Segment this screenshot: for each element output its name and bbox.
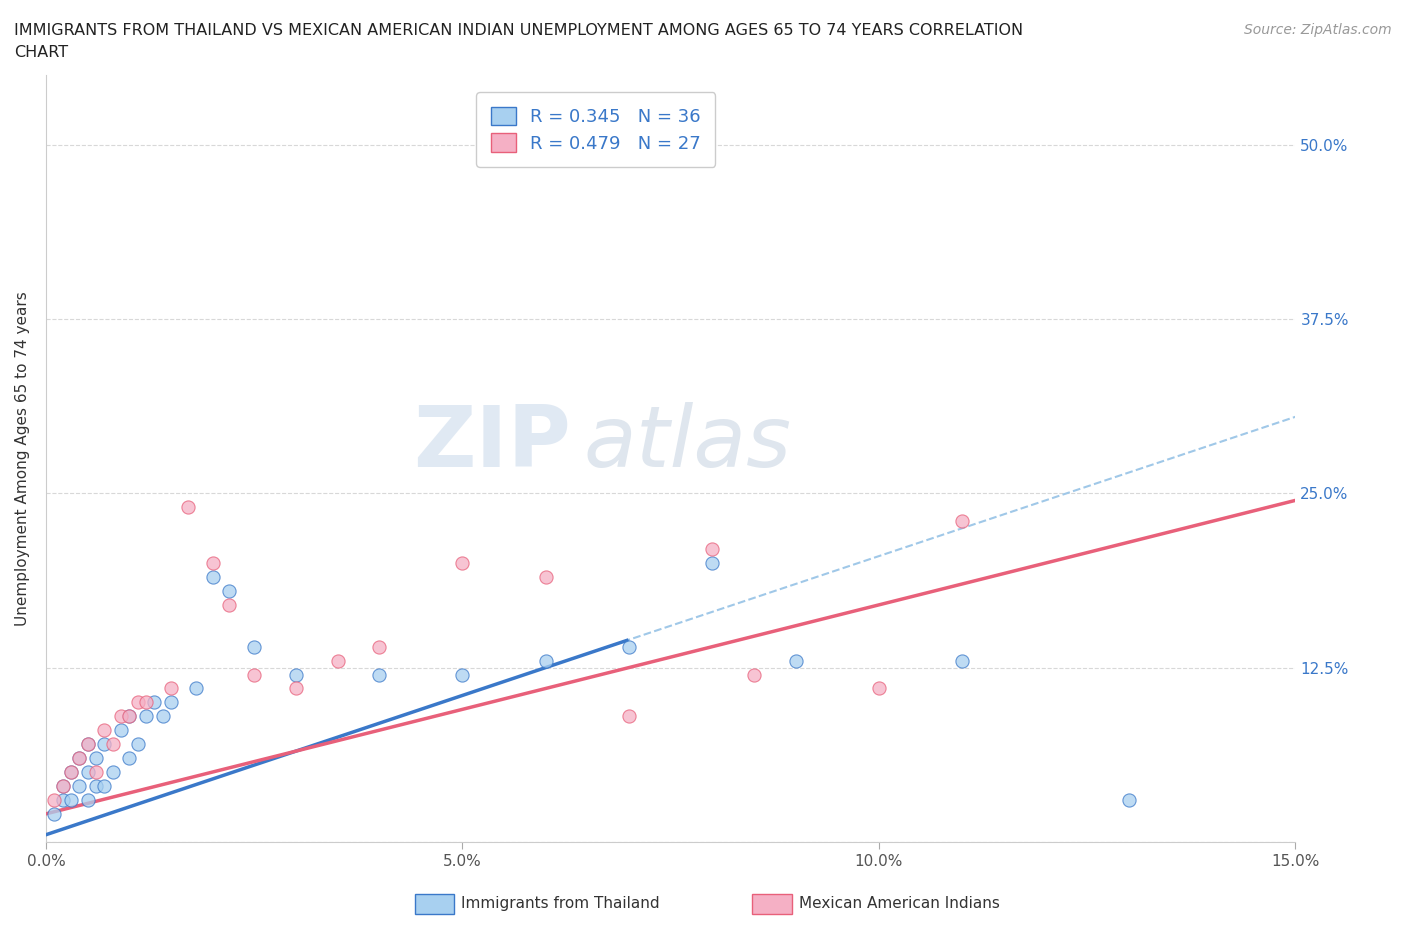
Point — [534, 569, 557, 584]
Point — [243, 667, 266, 682]
Point — [76, 737, 98, 751]
Point — [52, 792, 75, 807]
Text: Source: ZipAtlas.com: Source: ZipAtlas.com — [1244, 23, 1392, 37]
Point — [950, 513, 973, 528]
Point — [176, 500, 198, 515]
Point — [135, 695, 157, 710]
Point — [368, 639, 391, 654]
Point — [1118, 792, 1140, 807]
Point — [44, 792, 66, 807]
Point — [127, 737, 149, 751]
Point — [160, 695, 183, 710]
Point — [152, 709, 174, 724]
Point — [702, 541, 724, 556]
Point — [160, 681, 183, 696]
Point — [67, 751, 90, 765]
Text: Immigrants from Thailand: Immigrants from Thailand — [461, 897, 659, 911]
Point — [218, 583, 240, 598]
Point — [451, 667, 474, 682]
Point — [742, 667, 765, 682]
Point — [59, 792, 82, 807]
Point — [44, 806, 66, 821]
Point — [93, 737, 115, 751]
Point — [84, 778, 107, 793]
Point — [67, 778, 90, 793]
Point — [84, 751, 107, 765]
Point — [534, 653, 557, 668]
Point — [59, 764, 82, 779]
Point — [76, 764, 98, 779]
Point — [76, 737, 98, 751]
Point — [118, 751, 141, 765]
Point — [93, 778, 115, 793]
Point — [218, 597, 240, 612]
Point — [785, 653, 807, 668]
Point — [326, 653, 349, 668]
Point — [868, 681, 890, 696]
Point — [135, 709, 157, 724]
Text: atlas: atlas — [583, 402, 792, 485]
Point — [118, 709, 141, 724]
Point — [101, 737, 124, 751]
Point — [284, 681, 307, 696]
Point — [118, 709, 141, 724]
Legend: R = 0.345   N = 36, R = 0.479   N = 27: R = 0.345 N = 36, R = 0.479 N = 27 — [477, 92, 716, 167]
Point — [52, 778, 75, 793]
Text: ZIP: ZIP — [413, 402, 571, 485]
Point — [52, 778, 75, 793]
Point — [84, 764, 107, 779]
Point — [950, 653, 973, 668]
Point — [201, 555, 224, 570]
Point — [617, 639, 640, 654]
Point — [59, 764, 82, 779]
Point — [127, 695, 149, 710]
Point — [184, 681, 207, 696]
Point — [368, 667, 391, 682]
Point — [702, 555, 724, 570]
Point — [143, 695, 166, 710]
Text: CHART: CHART — [14, 45, 67, 60]
Y-axis label: Unemployment Among Ages 65 to 74 years: Unemployment Among Ages 65 to 74 years — [15, 291, 30, 626]
Point — [93, 723, 115, 737]
Point — [67, 751, 90, 765]
Point — [284, 667, 307, 682]
Point — [101, 764, 124, 779]
Point — [243, 639, 266, 654]
Point — [110, 709, 132, 724]
Point — [451, 555, 474, 570]
Point — [76, 792, 98, 807]
Text: IMMIGRANTS FROM THAILAND VS MEXICAN AMERICAN INDIAN UNEMPLOYMENT AMONG AGES 65 T: IMMIGRANTS FROM THAILAND VS MEXICAN AMER… — [14, 23, 1024, 38]
Point — [110, 723, 132, 737]
Text: Mexican American Indians: Mexican American Indians — [799, 897, 1000, 911]
Point — [201, 569, 224, 584]
Point — [617, 709, 640, 724]
